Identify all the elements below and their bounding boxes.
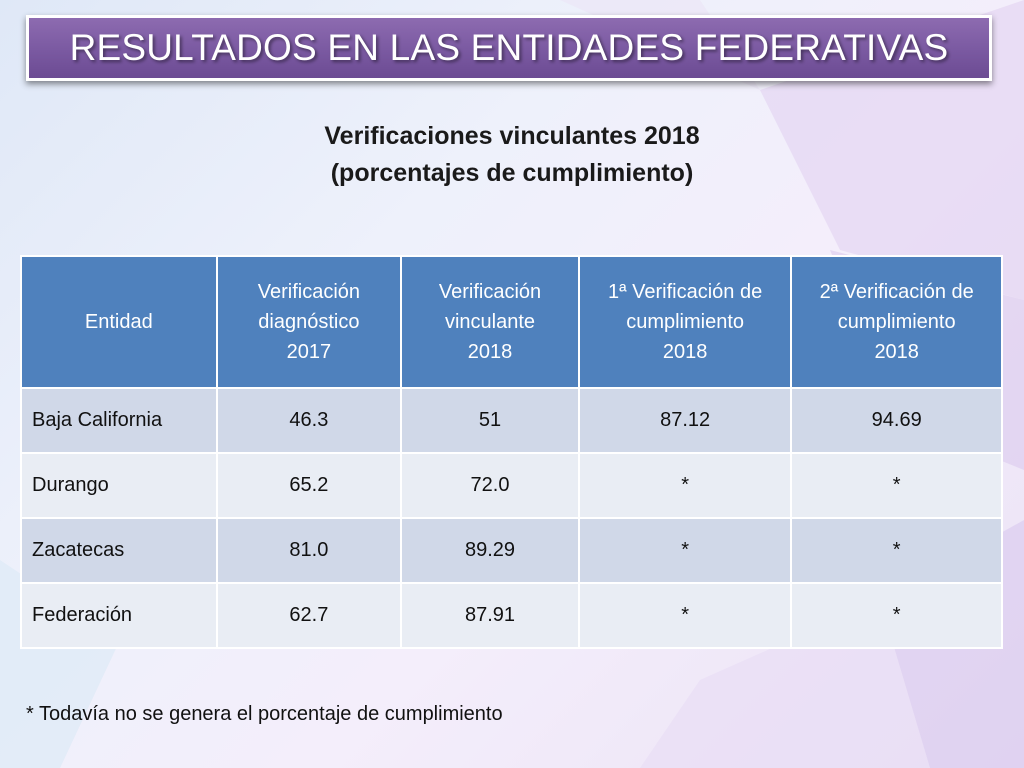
cell-vinculante-2018: 87.91 — [400, 582, 580, 649]
header-entidad: Entidad — [20, 255, 218, 389]
cell-diagnostico-2017: 46.3 — [215, 387, 403, 454]
cell-vinculante-2018: 51 — [400, 387, 580, 454]
cell-diagnostico-2017: 81.0 — [215, 517, 403, 584]
subtitle-line-2: (porcentajes de cumplimiento) — [330, 159, 694, 187]
header-primera-verificacion: 1ª Verificación de cumplimiento 2018 — [577, 255, 793, 389]
table-header-row: Entidad Verificación diagnóstico 2017 Ve… — [20, 255, 1003, 389]
cell-primera-cumplimiento: * — [577, 452, 793, 519]
cell-entidad: Zacatecas — [20, 517, 218, 584]
cell-entidad: Baja California — [20, 387, 218, 454]
table-row: Zacatecas 81.0 89.29 * * — [20, 517, 1003, 584]
header-verificacion-vinculante: Verificación vinculante 2018 — [400, 255, 580, 389]
header-verificacion-diagnostico: Verificación diagnóstico 2017 — [215, 255, 403, 389]
subtitle-line-1: Verificaciones vinculantes 2018 — [324, 122, 700, 150]
cell-segunda-cumplimiento: * — [790, 517, 1003, 584]
header-segunda-verificacion: 2ª Verificación de cumplimiento 2018 — [790, 255, 1003, 389]
cell-primera-cumplimiento: * — [577, 582, 793, 649]
cell-primera-cumplimiento: * — [577, 517, 793, 584]
cell-vinculante-2018: 89.29 — [400, 517, 580, 584]
table-row: Federación 62.7 87.91 * * — [20, 582, 1003, 649]
table-row: Durango 65.2 72.0 * * — [20, 452, 1003, 519]
table-row: Baja California 46.3 51 87.12 94.69 — [20, 387, 1003, 454]
slide-title: RESULTADOS EN LAS ENTIDADES FEDERATIVAS — [69, 27, 949, 68]
cell-primera-cumplimiento: 87.12 — [577, 387, 793, 454]
cell-segunda-cumplimiento: 94.69 — [790, 387, 1003, 454]
cell-entidad: Durango — [20, 452, 218, 519]
cell-segunda-cumplimiento: * — [790, 452, 1003, 519]
cell-vinculante-2018: 72.0 — [400, 452, 580, 519]
title-banner: RESULTADOS EN LAS ENTIDADES FEDERATIVAS — [26, 15, 992, 81]
cell-diagnostico-2017: 65.2 — [215, 452, 403, 519]
cell-entidad: Federación — [20, 582, 218, 649]
table-subtitle: Verificaciones vinculantes 2018 (porcent… — [0, 118, 1024, 192]
cell-segunda-cumplimiento: * — [790, 582, 1003, 649]
footnote: * Todavía no se genera el porcentaje de … — [26, 703, 503, 725]
results-table: Entidad Verificación diagnóstico 2017 Ve… — [20, 255, 1003, 649]
cell-diagnostico-2017: 62.7 — [215, 582, 403, 649]
